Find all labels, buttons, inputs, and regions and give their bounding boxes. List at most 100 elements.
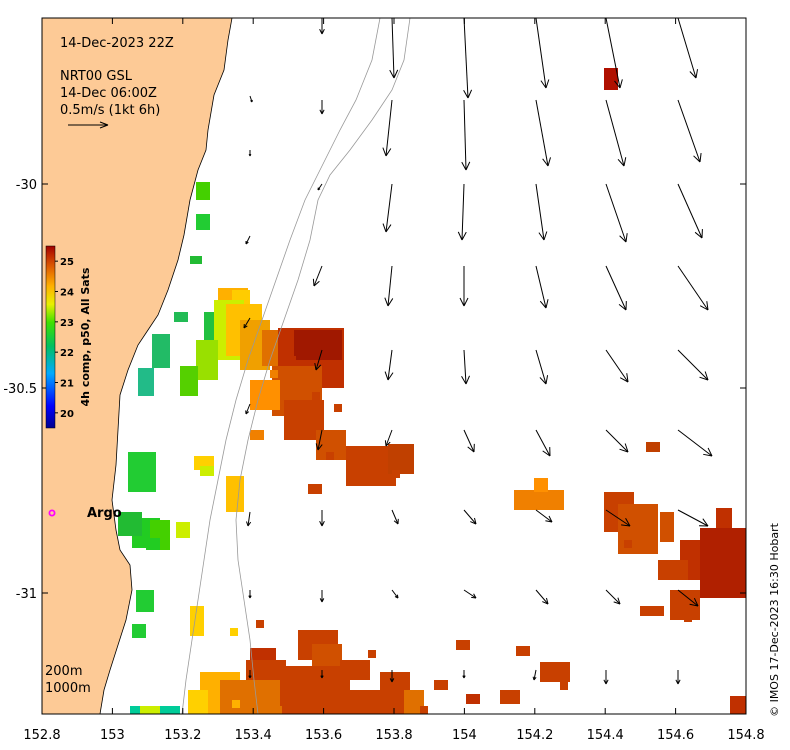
sst-pixel — [280, 666, 350, 714]
current-arrow — [463, 589, 477, 599]
sst-pixel — [188, 690, 208, 714]
sst-pixel — [404, 690, 424, 714]
current-arrow — [457, 183, 467, 241]
sst-pixel — [232, 700, 240, 708]
current-arrow — [535, 18, 550, 89]
current-arrow — [248, 670, 252, 679]
sst-pixel — [140, 706, 160, 714]
sst-pixel — [730, 696, 746, 714]
sst-pixel — [500, 690, 520, 704]
x-tick-label: 153.2 — [164, 728, 201, 743]
current-time-label: 14-Dec 06:00Z — [60, 86, 157, 101]
current-arrow — [605, 18, 623, 89]
sst-pixel — [514, 490, 564, 510]
current-arrow — [677, 589, 699, 607]
current-arrow — [677, 509, 709, 527]
current-arrow — [603, 670, 609, 685]
sst-pixel — [692, 572, 700, 580]
current-arrow — [319, 590, 325, 603]
current-arrow — [319, 510, 325, 527]
current-arrow — [391, 509, 399, 525]
current-arrow — [675, 670, 681, 685]
sst-pixel — [296, 690, 304, 698]
current-arrow — [320, 670, 324, 679]
contour-1000m — [235, 18, 411, 714]
sst-pixel-layer — [118, 68, 746, 714]
colorbar-title: 4h comp, p50, All Sats — [79, 267, 92, 406]
current-arrow — [384, 429, 393, 447]
colorbar — [45, 245, 56, 429]
current-arrow — [605, 509, 631, 527]
sst-pixel — [334, 404, 342, 412]
sst-pixel — [250, 380, 280, 410]
sst-pixel — [640, 606, 664, 616]
current-arrow — [312, 265, 323, 287]
sst-pixel — [308, 484, 322, 494]
sst-pixel — [118, 512, 142, 536]
sst-pixel — [256, 620, 264, 628]
current-arrow — [389, 18, 399, 79]
current-arrow — [382, 183, 393, 233]
x-tick-label: 154.8 — [727, 728, 764, 743]
colorbar-tick-label: 21 — [60, 379, 74, 390]
sst-pixel — [180, 366, 198, 396]
sst-pixel — [658, 560, 688, 580]
current-arrow — [535, 183, 548, 241]
land-coastline — [42, 18, 233, 714]
sst-pixel — [560, 682, 568, 690]
current-arrow — [314, 349, 323, 371]
sst-pixel — [132, 624, 146, 638]
y-tick-label: -30 — [16, 178, 37, 193]
sst-pixel — [196, 340, 218, 380]
current-arrow — [535, 349, 549, 385]
current-arrow — [389, 670, 395, 683]
colorbar-tick-label: 20 — [60, 409, 74, 420]
sst-pixel — [720, 582, 728, 590]
y-tick-label: -31 — [16, 587, 37, 602]
y-axis: -30 -30.5 -31 — [3, 178, 746, 602]
sst-pixel — [138, 368, 154, 396]
current-arrow — [461, 99, 471, 171]
current-arrow — [535, 589, 549, 605]
x-tick-label: 152.8 — [23, 728, 60, 743]
sst-pixel — [456, 640, 470, 650]
sst-pixel — [604, 68, 618, 90]
current-arrow — [677, 99, 702, 163]
sst-pixel — [684, 614, 692, 622]
current-arrow — [535, 509, 553, 523]
sst-pixel — [466, 694, 480, 704]
sst-pixel — [274, 706, 282, 714]
sst-pixel — [340, 660, 370, 680]
sst-pixel — [392, 470, 400, 478]
argo-label: Argo — [87, 506, 122, 521]
x-tick-label: 153.4 — [235, 728, 272, 743]
current-arrow — [461, 349, 470, 385]
current-arrow — [317, 183, 323, 191]
current-arrow — [605, 99, 627, 167]
colorbar-tick-label: 24 — [60, 288, 74, 299]
current-arrow — [319, 18, 325, 35]
sst-pixel — [226, 476, 244, 512]
sst-pixel — [660, 512, 674, 542]
current-arrow — [677, 183, 703, 239]
current-arrow — [384, 349, 394, 381]
x-tick-label: 154.6 — [657, 728, 694, 743]
sst-pixel — [196, 182, 210, 200]
sst-pixel — [516, 646, 530, 656]
x-tick-label: 154.2 — [516, 728, 553, 743]
sst-pixel — [176, 522, 190, 538]
colorbar-tick-label: 25 — [60, 257, 74, 268]
colorbar-tick-label: 22 — [60, 348, 74, 359]
current-arrow — [391, 589, 399, 599]
x-tick-label: 154 — [452, 728, 477, 743]
current-arrow — [605, 183, 628, 243]
x-tick-label: 153.6 — [305, 728, 342, 743]
current-arrow — [248, 590, 252, 599]
contour-200m — [181, 18, 381, 714]
sst-pixel — [318, 350, 326, 358]
sst-pixel — [152, 334, 170, 368]
current-arrow — [535, 429, 551, 457]
colorbar-tick-label: 23 — [60, 318, 74, 329]
sst-pixel — [146, 538, 160, 550]
